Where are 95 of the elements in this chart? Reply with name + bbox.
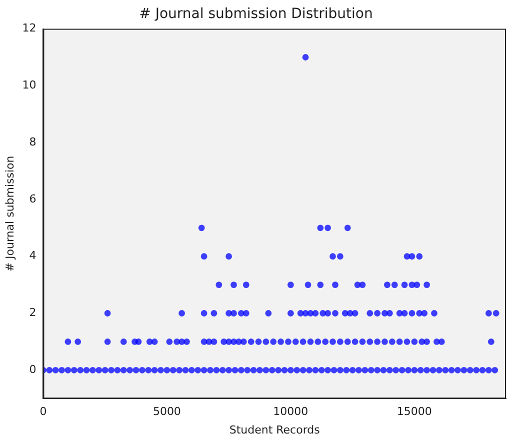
point — [255, 338, 262, 345]
point — [166, 338, 173, 345]
point — [408, 253, 416, 260]
point — [336, 253, 344, 260]
point — [292, 338, 299, 345]
point — [242, 310, 250, 316]
point — [300, 338, 306, 345]
point — [336, 338, 344, 345]
point — [359, 282, 366, 288]
point — [421, 310, 428, 316]
chart-title: # Journal submission Distribution — [139, 6, 373, 22]
point — [344, 338, 351, 345]
point — [352, 338, 358, 345]
point — [401, 310, 408, 316]
point — [200, 310, 208, 316]
point — [408, 310, 416, 316]
point — [424, 338, 430, 345]
point — [278, 338, 284, 345]
point — [184, 338, 190, 345]
point — [382, 338, 388, 345]
point — [384, 282, 390, 288]
point — [330, 338, 336, 345]
x-tick-label: 5000 — [152, 405, 181, 418]
y-axis-title: # Journal submission — [3, 156, 16, 272]
point — [332, 282, 338, 288]
point — [265, 310, 272, 316]
point — [386, 310, 393, 316]
point — [307, 338, 314, 345]
point — [492, 310, 500, 316]
point — [151, 338, 158, 345]
y-tick-label: 6 — [29, 192, 36, 206]
point — [332, 310, 338, 316]
point — [198, 224, 205, 232]
y-tick-label: 12 — [22, 22, 36, 35]
point — [178, 310, 185, 316]
point — [411, 338, 418, 345]
point — [200, 253, 208, 260]
y-tick-label: 2 — [29, 306, 36, 320]
point — [226, 253, 232, 260]
x-axis-title: Student Records — [229, 423, 320, 436]
point — [230, 282, 237, 288]
y-tick-label: 10 — [22, 78, 36, 92]
point — [324, 224, 332, 232]
point — [396, 338, 403, 345]
point — [285, 338, 292, 345]
x-tick-label: 10000 — [273, 405, 308, 418]
point — [431, 310, 438, 316]
point — [374, 338, 381, 345]
x-tick-label: 0 — [40, 405, 47, 418]
point — [242, 282, 250, 288]
point — [270, 338, 277, 345]
y-tick-label: 8 — [29, 135, 36, 148]
point — [210, 310, 218, 316]
point — [401, 282, 408, 288]
y-tick-label: 4 — [29, 249, 36, 262]
point — [352, 310, 358, 316]
point — [404, 338, 410, 345]
point — [317, 282, 324, 288]
point — [359, 338, 366, 345]
x-tick-label: 15000 — [396, 405, 432, 418]
point — [414, 282, 420, 288]
point — [330, 253, 336, 260]
point — [240, 338, 247, 345]
point — [135, 338, 142, 345]
point — [424, 282, 430, 288]
point — [262, 338, 270, 345]
point — [216, 282, 222, 288]
y-tick-label: 0 — [29, 363, 36, 376]
point — [287, 282, 294, 288]
point — [104, 338, 111, 345]
point — [210, 338, 218, 345]
point — [64, 338, 72, 345]
point — [322, 338, 329, 345]
point — [438, 338, 445, 345]
point — [485, 310, 492, 316]
point — [391, 282, 398, 288]
point — [317, 224, 324, 232]
point — [312, 310, 319, 316]
point — [104, 310, 111, 316]
point — [488, 338, 494, 345]
point — [120, 338, 127, 345]
point — [230, 310, 237, 316]
point — [366, 338, 374, 345]
point — [416, 253, 423, 260]
point — [248, 338, 254, 345]
point — [287, 310, 294, 316]
point — [302, 54, 309, 60]
point — [344, 224, 351, 232]
point — [314, 338, 322, 345]
point — [366, 310, 374, 316]
point — [374, 310, 381, 316]
point — [74, 338, 82, 345]
point — [388, 338, 396, 345]
point — [304, 282, 312, 288]
point — [324, 310, 332, 316]
